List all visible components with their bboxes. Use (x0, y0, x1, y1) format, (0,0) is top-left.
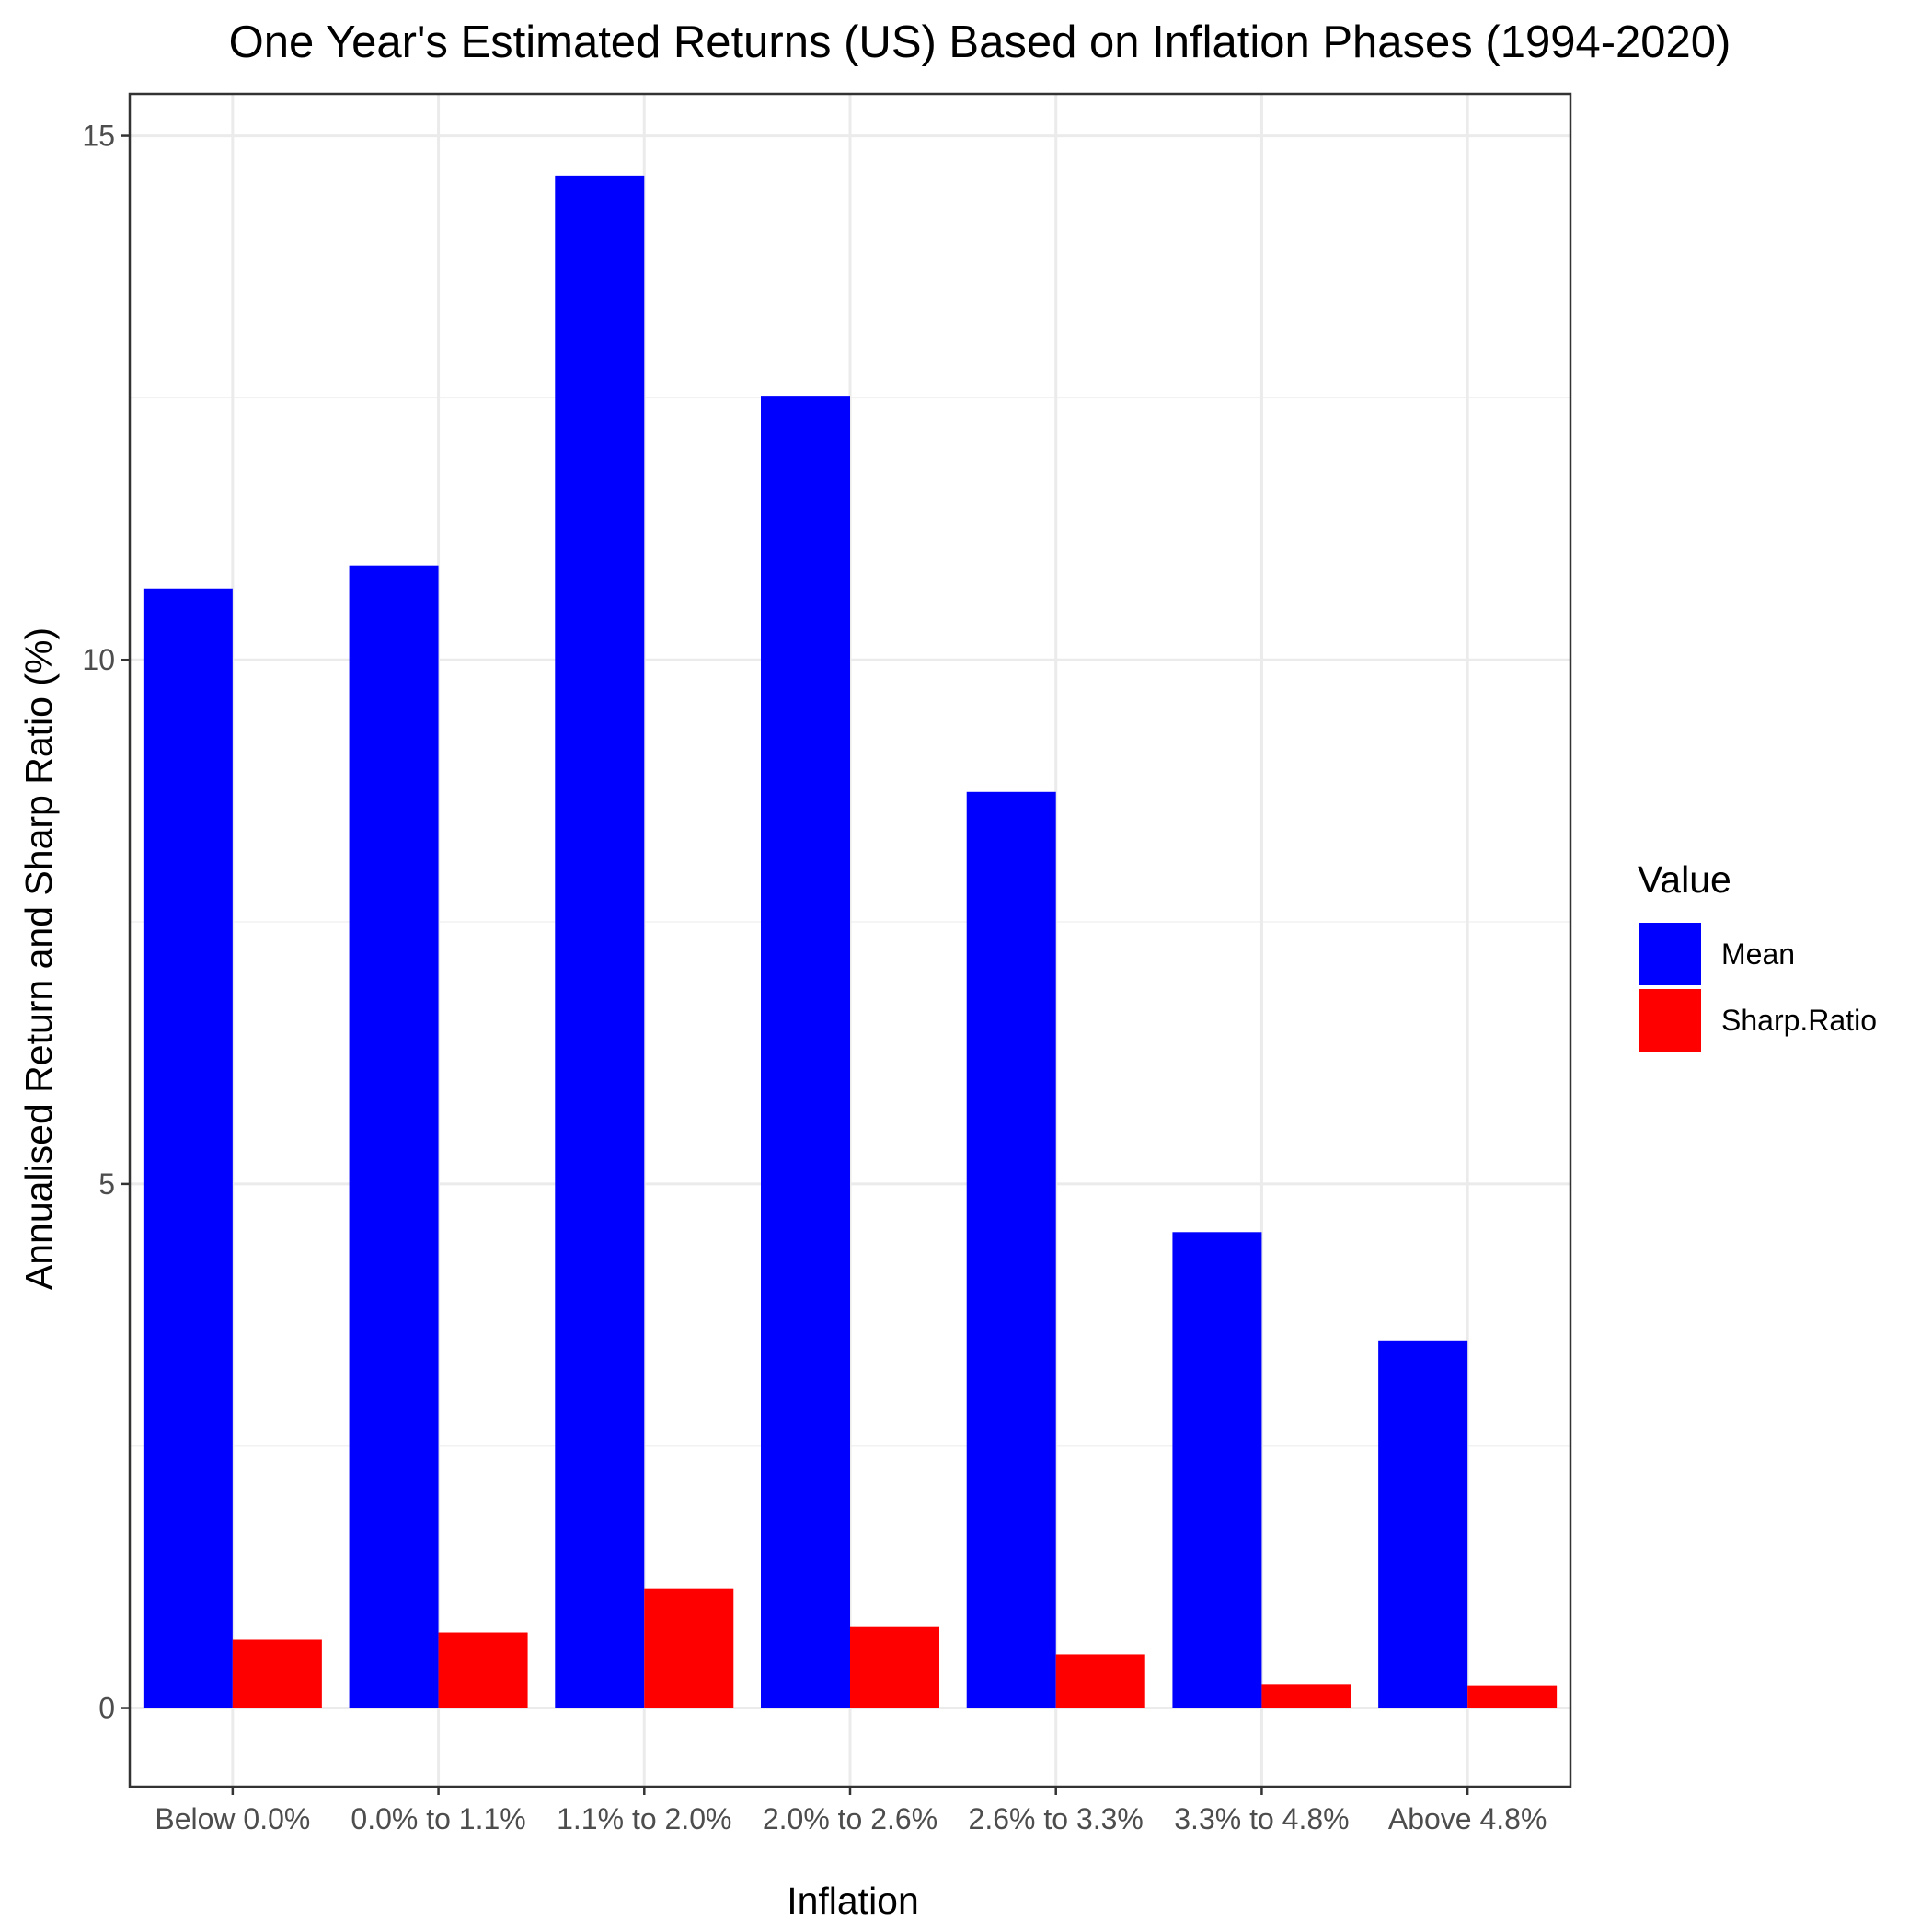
x-tick-label: 0.0% to 1.1% (351, 1802, 525, 1835)
chart-title: One Year's Estimated Returns (US) Based … (229, 17, 1731, 67)
bar-sharp-ratio-1 (438, 1632, 528, 1708)
bar-mean-1 (349, 565, 439, 1708)
legend-key-sharp-ratio (1639, 989, 1701, 1052)
bars (143, 175, 1558, 1708)
y-tick-label: 10 (82, 643, 115, 676)
x-tick-label: Below 0.0% (155, 1802, 310, 1835)
x-tick-label: 3.3% to 4.8% (1174, 1802, 1349, 1835)
bar-sharp-ratio-4 (1055, 1654, 1145, 1708)
x-tick-label: Above 4.8% (1388, 1802, 1547, 1835)
x-tick-label: 2.0% to 2.6% (763, 1802, 937, 1835)
legend-key-mean (1639, 923, 1701, 985)
axes: 0 5 10 15 Below 0.0% 0.0% to 1.1% 1.1% to 2.0%… (82, 92, 1572, 1835)
bar-mean-4 (966, 791, 1056, 1708)
bar-sharp-ratio-2 (644, 1588, 734, 1708)
legend-label: Sharp.Ratio (1721, 1004, 1877, 1037)
legend: Value Mean Sharp.Ratio (1638, 858, 1877, 1052)
y-tick-label: 5 (98, 1167, 115, 1201)
bar-sharp-ratio-0 (232, 1639, 322, 1708)
bar-sharp-ratio-5 (1261, 1684, 1351, 1708)
bar-sharp-ratio-6 (1467, 1685, 1558, 1708)
bar-mean-5 (1172, 1232, 1262, 1708)
y-axis-title: Annualised Return and Sharp Ratio (%) (17, 627, 60, 1290)
bar-mean-0 (143, 588, 233, 1708)
x-tick-label: 1.1% to 2.0% (557, 1802, 731, 1835)
bar-mean-3 (761, 396, 850, 1708)
y-tick-label: 0 (98, 1692, 115, 1725)
bar-mean-6 (1378, 1340, 1468, 1708)
x-axis-title: Inflation (787, 1880, 919, 1922)
bar-mean-2 (555, 175, 645, 1708)
legend-title: Value (1638, 858, 1731, 901)
y-tick-label: 15 (82, 120, 115, 153)
legend-label: Mean (1721, 937, 1795, 971)
x-tick-label: 2.6% to 3.3% (969, 1802, 1144, 1835)
bar-sharp-ratio-3 (850, 1626, 939, 1708)
